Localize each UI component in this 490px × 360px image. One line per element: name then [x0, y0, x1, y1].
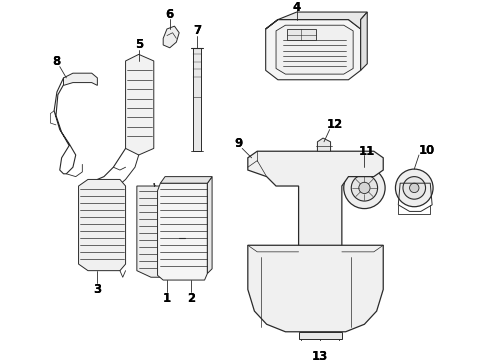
Text: 1: 1: [163, 292, 171, 305]
Text: 13: 13: [312, 350, 328, 360]
Polygon shape: [248, 245, 383, 332]
Text: 2: 2: [187, 292, 196, 305]
Text: 12: 12: [326, 118, 343, 131]
Polygon shape: [298, 332, 342, 339]
Polygon shape: [125, 54, 154, 155]
Polygon shape: [248, 151, 383, 252]
Circle shape: [279, 288, 286, 296]
Text: 1: 1: [163, 292, 171, 305]
Text: 4: 4: [293, 1, 301, 14]
Text: 13: 13: [312, 350, 328, 360]
Circle shape: [351, 175, 378, 201]
Text: 7: 7: [193, 24, 201, 37]
Circle shape: [171, 215, 193, 238]
Text: 2: 2: [187, 292, 196, 305]
Text: 8: 8: [52, 55, 60, 68]
Circle shape: [359, 182, 370, 194]
Text: 10: 10: [418, 144, 435, 157]
Text: 4: 4: [293, 1, 301, 14]
Text: 11: 11: [359, 145, 375, 158]
Circle shape: [322, 282, 328, 288]
Polygon shape: [361, 12, 367, 70]
Text: 7: 7: [193, 24, 201, 37]
Text: 6: 6: [166, 8, 174, 21]
Text: 10: 10: [418, 144, 435, 157]
Text: 9: 9: [234, 137, 243, 150]
Polygon shape: [137, 186, 179, 277]
Circle shape: [403, 177, 425, 199]
Text: 5: 5: [135, 39, 143, 51]
Polygon shape: [158, 183, 207, 280]
Polygon shape: [160, 177, 212, 183]
Polygon shape: [78, 179, 125, 271]
Ellipse shape: [270, 274, 296, 310]
Polygon shape: [266, 12, 367, 29]
Polygon shape: [266, 19, 361, 80]
Text: 3: 3: [93, 283, 101, 296]
Polygon shape: [64, 73, 98, 85]
Text: 9: 9: [234, 137, 243, 150]
Polygon shape: [163, 26, 179, 48]
Ellipse shape: [320, 277, 330, 292]
Text: 5: 5: [135, 39, 143, 51]
Ellipse shape: [278, 152, 334, 173]
Ellipse shape: [315, 271, 335, 299]
Text: 8: 8: [52, 55, 60, 68]
Circle shape: [410, 183, 419, 193]
Text: 12: 12: [326, 118, 343, 131]
Polygon shape: [276, 25, 353, 74]
Ellipse shape: [276, 283, 289, 302]
Circle shape: [177, 222, 187, 231]
Text: 3: 3: [93, 283, 101, 296]
Polygon shape: [193, 48, 201, 151]
Polygon shape: [318, 138, 331, 151]
Circle shape: [395, 169, 433, 207]
Ellipse shape: [284, 156, 329, 169]
Text: 6: 6: [166, 8, 174, 21]
Polygon shape: [287, 29, 316, 40]
Polygon shape: [207, 177, 212, 274]
Circle shape: [344, 167, 385, 208]
Text: 11: 11: [359, 145, 375, 158]
